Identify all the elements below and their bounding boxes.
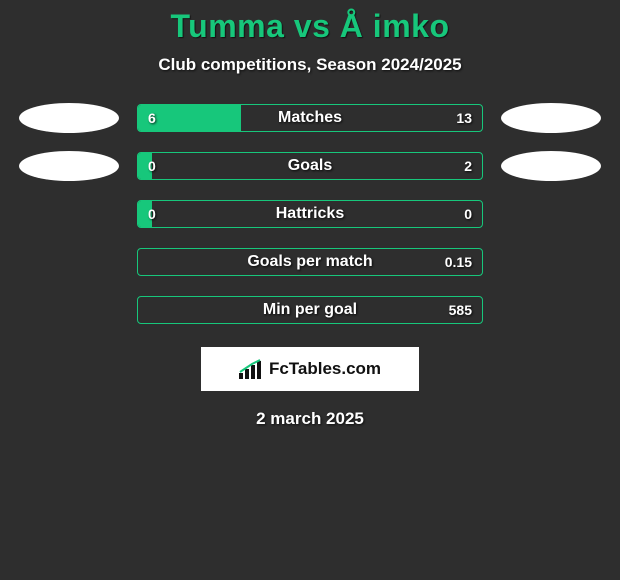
stat-label: Goals — [138, 153, 482, 179]
stat-label: Hattricks — [138, 201, 482, 227]
stat-bar: 0.15Goals per match — [137, 248, 483, 276]
stat-row: 613Matches — [0, 103, 620, 133]
comparison-infographic: Tumma vs Å imko Club competitions, Seaso… — [0, 0, 620, 429]
logo-box: FcTables.com — [201, 347, 419, 391]
stat-right-value: 2 — [454, 153, 482, 179]
stat-right-value: 0 — [454, 201, 482, 227]
stat-bar: 0 2Goals — [137, 152, 483, 180]
stat-bar: 0 0Hattricks — [137, 200, 483, 228]
page-title: Tumma vs Å imko — [171, 8, 450, 45]
stat-right-value: 13 — [446, 105, 482, 131]
stat-row: 585Min per goal — [0, 295, 620, 325]
stat-left-value — [138, 297, 158, 323]
stat-left-value: 6 — [138, 105, 166, 131]
stat-row: 0.15Goals per match — [0, 247, 620, 277]
stat-bar: 585Min per goal — [137, 296, 483, 324]
stats-rows: 613Matches02Goals00Hattricks0.15Goals pe… — [0, 103, 620, 325]
stat-right-value: 0.15 — [435, 249, 482, 275]
stat-bar: 613Matches — [137, 104, 483, 132]
logo-text: FcTables.com — [269, 359, 381, 379]
stat-label: Min per goal — [138, 297, 482, 323]
chart-bars-icon — [239, 359, 263, 379]
stat-left-value — [138, 249, 158, 275]
stat-right-value: 585 — [439, 297, 482, 323]
player-left-ellipse — [19, 151, 119, 181]
player-left-ellipse — [19, 103, 119, 133]
stat-left-value: 0 — [138, 153, 166, 179]
player-right-ellipse — [501, 103, 601, 133]
stat-left-value: 0 — [138, 201, 166, 227]
subtitle: Club competitions, Season 2024/2025 — [158, 55, 461, 75]
date-text: 2 march 2025 — [256, 409, 364, 429]
stat-row: 0 0Hattricks — [0, 199, 620, 229]
stat-label: Goals per match — [138, 249, 482, 275]
stat-row: 0 2Goals — [0, 151, 620, 181]
player-right-ellipse — [501, 151, 601, 181]
